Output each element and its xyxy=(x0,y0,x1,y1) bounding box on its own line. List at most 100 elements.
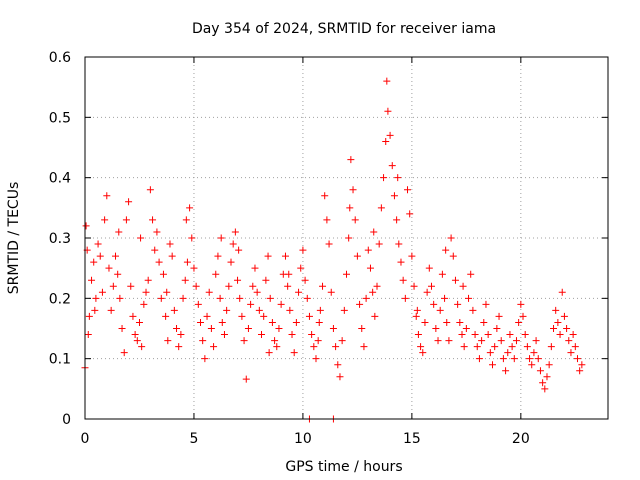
data-point xyxy=(449,252,457,260)
data-point xyxy=(101,216,109,224)
data-point xyxy=(144,276,152,284)
y-tick-label: 0.6 xyxy=(49,50,71,66)
data-point xyxy=(353,252,361,260)
data-point xyxy=(536,367,544,375)
y-tick-label: 0.1 xyxy=(49,352,71,368)
data-point xyxy=(362,294,370,302)
data-point xyxy=(114,270,122,278)
data-point xyxy=(107,306,115,314)
data-point xyxy=(162,312,170,320)
x-tick-label: 0 xyxy=(81,431,90,447)
data-point xyxy=(329,325,337,332)
data-point xyxy=(284,282,292,290)
data-point xyxy=(297,264,305,272)
data-point xyxy=(369,288,377,296)
data-point xyxy=(347,156,355,164)
data-point xyxy=(286,306,294,314)
data-point xyxy=(260,312,268,320)
data-point xyxy=(262,276,270,284)
x-tick-label: 5 xyxy=(189,431,198,447)
data-point xyxy=(345,234,353,242)
data-point xyxy=(264,252,272,260)
data-point xyxy=(419,349,427,357)
data-point xyxy=(312,355,320,363)
data-point xyxy=(225,282,233,290)
data-point xyxy=(408,252,416,260)
data-point xyxy=(231,228,239,236)
data-point xyxy=(319,282,327,290)
data-point xyxy=(346,204,354,212)
data-point xyxy=(534,355,542,363)
data-point xyxy=(343,270,350,278)
data-point xyxy=(334,361,342,369)
data-point xyxy=(255,306,263,314)
data-point xyxy=(423,288,431,296)
data-point xyxy=(412,312,420,320)
data-point xyxy=(217,234,225,242)
data-point xyxy=(413,306,421,314)
data-point xyxy=(216,294,224,302)
data-point xyxy=(288,331,296,339)
data-point xyxy=(475,355,483,363)
data-point xyxy=(541,385,549,393)
data-point xyxy=(212,270,220,278)
data-point xyxy=(545,361,553,369)
data-point xyxy=(578,361,586,369)
data-point xyxy=(493,325,501,332)
data-point xyxy=(558,288,566,296)
data-point xyxy=(489,361,497,369)
axis-ticks: 0 0.1 0.2 0.3 0.4 0.5 0.6 0 5 10 15 20 xyxy=(49,50,608,447)
data-point xyxy=(491,343,499,351)
data-point xyxy=(497,337,505,345)
data-point xyxy=(91,306,99,314)
data-point xyxy=(528,361,536,369)
data-point xyxy=(465,294,473,302)
data-point xyxy=(480,318,488,326)
data-point xyxy=(205,288,213,296)
data-point xyxy=(573,355,581,363)
data-point xyxy=(115,228,123,236)
data-point xyxy=(530,349,538,357)
data-point xyxy=(84,331,92,339)
data-point xyxy=(560,312,568,320)
data-point xyxy=(142,288,150,296)
data-point xyxy=(499,355,507,363)
data-point xyxy=(377,204,385,212)
data-point xyxy=(92,294,100,302)
data-point xyxy=(163,288,171,296)
data-point xyxy=(565,337,573,345)
data-point xyxy=(388,162,396,170)
data-point xyxy=(445,337,453,345)
data-point xyxy=(203,312,211,320)
data-point xyxy=(410,282,418,290)
data-point xyxy=(88,276,96,284)
data-point xyxy=(247,300,255,308)
data-point xyxy=(125,198,133,206)
data-point xyxy=(336,373,344,381)
data-point xyxy=(469,306,477,314)
data-point xyxy=(210,343,218,351)
data-point xyxy=(258,331,266,339)
data-point xyxy=(456,318,464,326)
data-point xyxy=(451,276,459,284)
data-point xyxy=(370,228,378,236)
data-point xyxy=(447,234,455,242)
data-point xyxy=(281,252,289,260)
data-point xyxy=(159,270,167,278)
data-point xyxy=(218,318,226,326)
data-point xyxy=(375,240,383,248)
data-point xyxy=(358,325,366,332)
data-point xyxy=(229,240,237,248)
data-point xyxy=(149,216,157,224)
data-points xyxy=(81,77,586,423)
data-point xyxy=(314,337,322,345)
data-point xyxy=(473,343,481,351)
data-point xyxy=(556,331,564,339)
data-point xyxy=(129,312,137,320)
data-point xyxy=(454,300,462,308)
data-point xyxy=(273,343,281,351)
data-point xyxy=(427,282,435,290)
data-point xyxy=(321,192,329,200)
data-point xyxy=(168,252,176,260)
data-point xyxy=(552,306,560,314)
